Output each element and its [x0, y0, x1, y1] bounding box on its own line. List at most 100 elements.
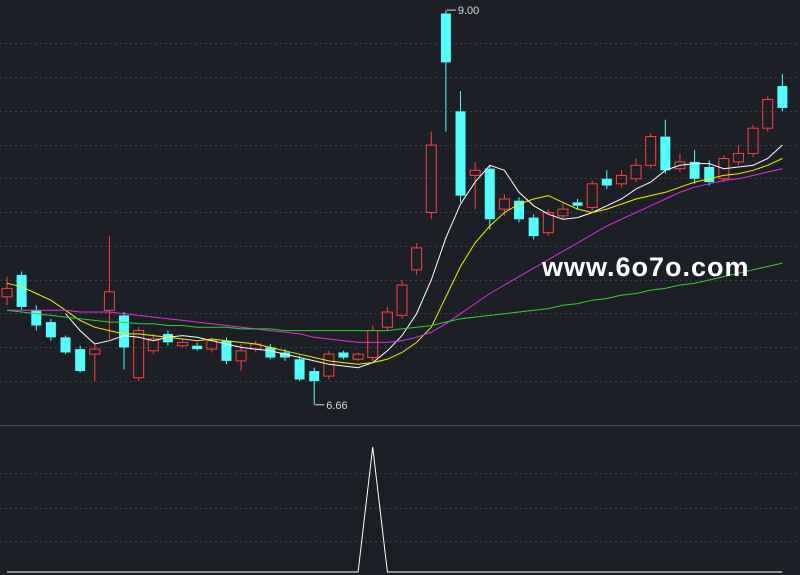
- candle: [601, 170, 612, 189]
- candle: [732, 145, 744, 166]
- candle-body: [162, 333, 173, 343]
- candle: [338, 350, 349, 360]
- candle-body: [309, 371, 320, 382]
- candle: [75, 345, 86, 373]
- candle-body: [425, 144, 437, 214]
- candle-body: [235, 350, 247, 362]
- candle: [89, 344, 101, 382]
- candle-body: [747, 127, 759, 154]
- candle-body: [45, 322, 56, 338]
- candle: [119, 312, 130, 370]
- candle-body: [528, 217, 539, 237]
- candle: [192, 342, 203, 351]
- candle-body: [192, 345, 203, 350]
- candle-body: [367, 330, 379, 359]
- candle-body: [294, 359, 305, 380]
- candle-body: [704, 166, 715, 183]
- candle-body: [615, 174, 627, 185]
- candle-body: [381, 311, 393, 328]
- candle: [221, 337, 232, 365]
- candle: [309, 367, 320, 405]
- candle: [1, 276, 13, 306]
- candle: [381, 306, 393, 331]
- candle-body: [601, 178, 612, 186]
- candle: [294, 355, 305, 382]
- candle: [45, 318, 56, 341]
- candle-body: [660, 136, 671, 171]
- indicator-line: [7, 446, 783, 573]
- candle: [469, 161, 481, 210]
- candle-body: [119, 315, 130, 348]
- candle-body: [469, 169, 481, 176]
- moving-average-line: [65, 144, 783, 369]
- candle: [31, 305, 42, 331]
- candle-body: [484, 168, 495, 220]
- candle: [396, 279, 408, 319]
- candle: [615, 170, 627, 188]
- candle: [762, 96, 774, 132]
- candle: [103, 236, 115, 339]
- candle: [60, 335, 71, 355]
- candle: [455, 91, 466, 203]
- candle: [645, 133, 657, 169]
- candle-body: [352, 353, 364, 360]
- candle-body: [674, 161, 686, 170]
- candle-body: [557, 208, 569, 217]
- candle-body: [1, 287, 13, 298]
- candle-body: [31, 310, 42, 326]
- candle: [484, 165, 495, 230]
- candle-body: [498, 198, 510, 210]
- candle-body: [265, 347, 276, 358]
- candle-body: [440, 13, 451, 63]
- candle: [177, 338, 189, 348]
- candle-body: [89, 348, 101, 355]
- annotation-label: 9.00: [458, 5, 479, 17]
- candle: [586, 180, 598, 211]
- candle-body: [103, 291, 115, 311]
- candle-body: [133, 330, 145, 379]
- candle: [265, 344, 276, 360]
- candle: [235, 344, 247, 372]
- candle-body: [645, 136, 657, 166]
- moving-average-line: [7, 168, 783, 343]
- candle: [747, 124, 759, 157]
- candle: [16, 271, 27, 311]
- candle-body: [572, 202, 583, 206]
- candle-body: [718, 158, 730, 180]
- moving-average-line: [6, 262, 783, 332]
- candle: [411, 242, 423, 275]
- candle-body: [762, 99, 774, 129]
- candle: [542, 209, 554, 237]
- candle: [425, 131, 437, 220]
- moving-average-line: [6, 158, 783, 365]
- candle-body: [75, 349, 86, 372]
- candle-body: [630, 164, 642, 180]
- candle: [162, 330, 173, 346]
- candle-body: [396, 284, 408, 316]
- candle: [514, 197, 525, 223]
- candle-body: [338, 352, 349, 358]
- candle-body: [542, 212, 554, 234]
- candle: [674, 153, 686, 173]
- candle-body: [221, 340, 232, 361]
- candle: [557, 204, 569, 220]
- candle-body: [177, 341, 189, 347]
- candle: [440, 10, 451, 132]
- candle: [777, 74, 788, 112]
- candle-body: [732, 152, 744, 163]
- candle-body: [514, 200, 525, 220]
- candle-body: [60, 337, 71, 353]
- candle-body: [689, 161, 700, 179]
- candle: [352, 352, 364, 361]
- candle: [133, 327, 145, 382]
- candle-body: [586, 183, 598, 208]
- watermark: www.6o7o.com: [541, 252, 750, 282]
- candle: [660, 119, 671, 174]
- candle: [147, 333, 159, 355]
- annotation-label: 6.66: [326, 400, 347, 412]
- candle: [528, 214, 539, 240]
- candle-body: [16, 274, 27, 307]
- candle-body: [279, 352, 290, 358]
- candle: [630, 158, 642, 183]
